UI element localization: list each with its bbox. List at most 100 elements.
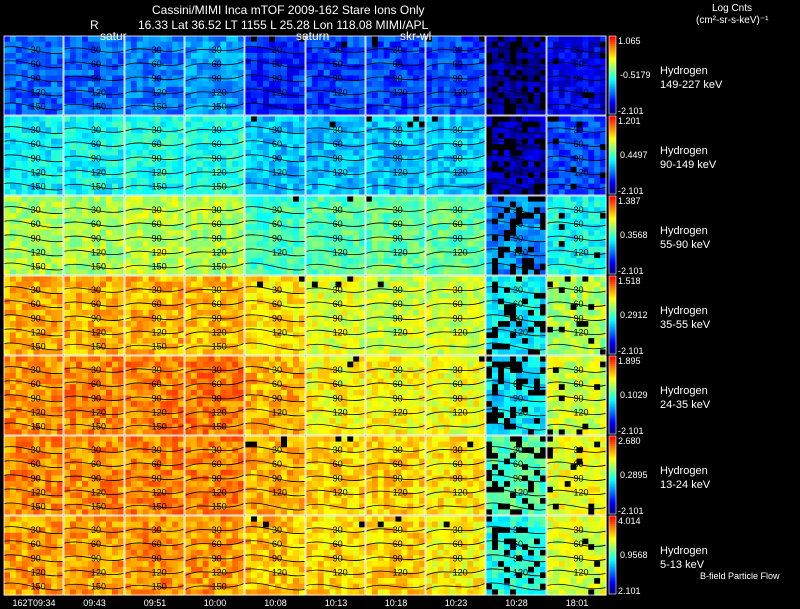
pitch-label: 120 <box>212 487 227 497</box>
pitch-label: 90 <box>393 313 403 323</box>
pitch-label: 60 <box>272 459 282 469</box>
pitch-label: 120 <box>333 87 348 97</box>
pitch-label: 60 <box>513 539 523 549</box>
overlay-label-satur: satur <box>100 29 127 43</box>
pitch-label: 30 <box>333 365 343 375</box>
pitch-label: 120 <box>31 247 46 257</box>
time-tick-label: 10:28 <box>505 598 528 608</box>
pitch-label: 60 <box>152 59 162 69</box>
pitch-label: 30 <box>393 45 403 55</box>
pitch-label: 30 <box>333 205 343 215</box>
colorbar-min: -2.101 <box>618 186 644 196</box>
pitch-label: 60 <box>31 59 41 69</box>
pitch-label: 30 <box>272 285 282 295</box>
panel-r3-c2: 30 60 90 120 150 <box>124 275 185 356</box>
panel-r2-c1: 30 60 90 120 150 <box>63 195 125 276</box>
pitch-label: 60 <box>272 219 282 229</box>
panel-r4-c4: 30 60 90 120 <box>244 355 306 436</box>
pitch-label: 30 <box>453 445 463 455</box>
colorbar-row-2 <box>608 195 617 275</box>
pitch-label: 30 <box>393 525 403 535</box>
panel-r3-c1: 30 60 90 120 150 <box>63 275 125 356</box>
footer-label: B-field Particle Flow <box>700 571 780 581</box>
pitch-label: 90 <box>333 473 343 483</box>
pitch-label: 120 <box>393 407 408 417</box>
pitch-label: 120 <box>513 167 528 177</box>
pitch-label: 30 <box>574 445 584 455</box>
pitch-label: 150 <box>31 262 46 272</box>
pitch-label: 60 <box>152 459 162 469</box>
pitch-label: 150 <box>212 582 227 592</box>
pitch-label: 60 <box>31 219 41 229</box>
panel-r3-c4: 30 60 90 120 <box>244 275 306 356</box>
pitch-label: 60 <box>212 459 222 469</box>
pitch-label: 120 <box>31 487 46 497</box>
pitch-label: 90 <box>574 393 584 403</box>
pitch-label: 120 <box>393 327 408 337</box>
pitch-label: 120 <box>333 407 348 417</box>
pitch-label: 150 <box>212 262 227 272</box>
panel-r5-c5: 30 60 90 120 <box>305 435 366 516</box>
pitch-label: 150 <box>152 262 167 272</box>
pitch-label: 120 <box>272 487 287 497</box>
pitch-label: 60 <box>212 299 222 309</box>
pitch-label: 120 <box>574 247 589 257</box>
pitch-label: 90 <box>513 153 523 163</box>
pitch-label: 30 <box>574 125 584 135</box>
panel-r4-c5: 30 60 90 120 <box>305 355 366 436</box>
colorbar-mid: 0.2895 <box>620 470 648 480</box>
pitch-label: 60 <box>272 139 282 149</box>
pitch-label: 30 <box>152 525 162 535</box>
pitch-label: 150 <box>152 182 167 192</box>
pitch-label: 120 <box>333 567 348 577</box>
pitch-label: 30 <box>453 205 463 215</box>
pitch-label: 30 <box>393 125 403 135</box>
pitch-label: 120 <box>152 487 167 497</box>
pitch-label: 30 <box>272 525 282 535</box>
pitch-label: 120 <box>272 247 287 257</box>
pitch-label: 120 <box>574 487 589 497</box>
pitch-label: 90 <box>574 553 584 563</box>
pitch-label: 60 <box>333 59 343 69</box>
header-position: 16.33 Lat 36.52 LT 1155 L 25.28 Lon 118.… <box>138 18 429 32</box>
pitch-label: 60 <box>393 299 403 309</box>
pitch-label: 120 <box>453 487 468 497</box>
pitch-label: 120 <box>393 567 408 577</box>
pitch-label: 90 <box>212 313 222 323</box>
time-tick-label: 10:08 <box>264 598 287 608</box>
pitch-label: 30 <box>212 205 222 215</box>
pitch-label: 60 <box>453 459 463 469</box>
pitch-label: 90 <box>31 313 41 323</box>
pitch-label: 30 <box>393 285 403 295</box>
pitch-label: 60 <box>272 379 282 389</box>
panel-r2-c9: 30 60 90 120 <box>546 195 607 276</box>
pitch-label: 150 <box>91 502 106 512</box>
pitch-label: 90 <box>91 233 101 243</box>
pitch-label: 120 <box>574 407 589 417</box>
colorbar-row-1 <box>608 115 617 195</box>
pitch-label: 90 <box>393 73 403 83</box>
pitch-label: 90 <box>333 233 343 243</box>
pitch-label: 30 <box>574 525 584 535</box>
pitch-label: 30 <box>393 205 403 215</box>
species-label: Hydrogen <box>660 385 708 397</box>
panel-r1-c8: 30 60 90 120 <box>485 115 547 196</box>
panel-r0-c8: 30 60 90 120 <box>485 35 547 116</box>
pitch-label: 30 <box>31 525 41 535</box>
energy-label: 35-55 keV <box>660 319 711 331</box>
pitch-label: 120 <box>453 407 468 417</box>
pitch-label: 120 <box>272 87 287 97</box>
r-label: R <box>90 18 99 32</box>
pitch-label: 30 <box>31 205 41 215</box>
colorbar-mid: -0.5179 <box>620 70 651 80</box>
panel-row-1: 30 60 90 120 150 30 60 90 120 150 30 60 90 120 150 30 60… <box>3 115 607 196</box>
pitch-label: 30 <box>574 205 584 215</box>
panel-r1-c3: 30 60 90 120 150 <box>184 115 245 196</box>
pitch-label: 90 <box>152 73 162 83</box>
pitch-label: 60 <box>453 299 463 309</box>
pitch-label: 150 <box>212 422 227 432</box>
colorbar-mid: 0.9568 <box>620 550 648 560</box>
colorbar-mid: 0.3568 <box>620 230 648 240</box>
pitch-label: 90 <box>574 313 584 323</box>
